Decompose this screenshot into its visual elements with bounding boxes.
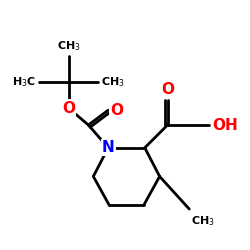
Text: CH$_3$: CH$_3$ bbox=[57, 39, 80, 53]
Text: OH: OH bbox=[212, 118, 238, 132]
Text: H$_3$C: H$_3$C bbox=[12, 76, 36, 90]
Text: O: O bbox=[161, 82, 174, 97]
Text: N: N bbox=[102, 140, 115, 155]
Text: CH$_3$: CH$_3$ bbox=[101, 76, 125, 90]
Text: O: O bbox=[62, 101, 75, 116]
Text: CH$_3$: CH$_3$ bbox=[191, 214, 215, 228]
Text: O: O bbox=[110, 103, 123, 118]
